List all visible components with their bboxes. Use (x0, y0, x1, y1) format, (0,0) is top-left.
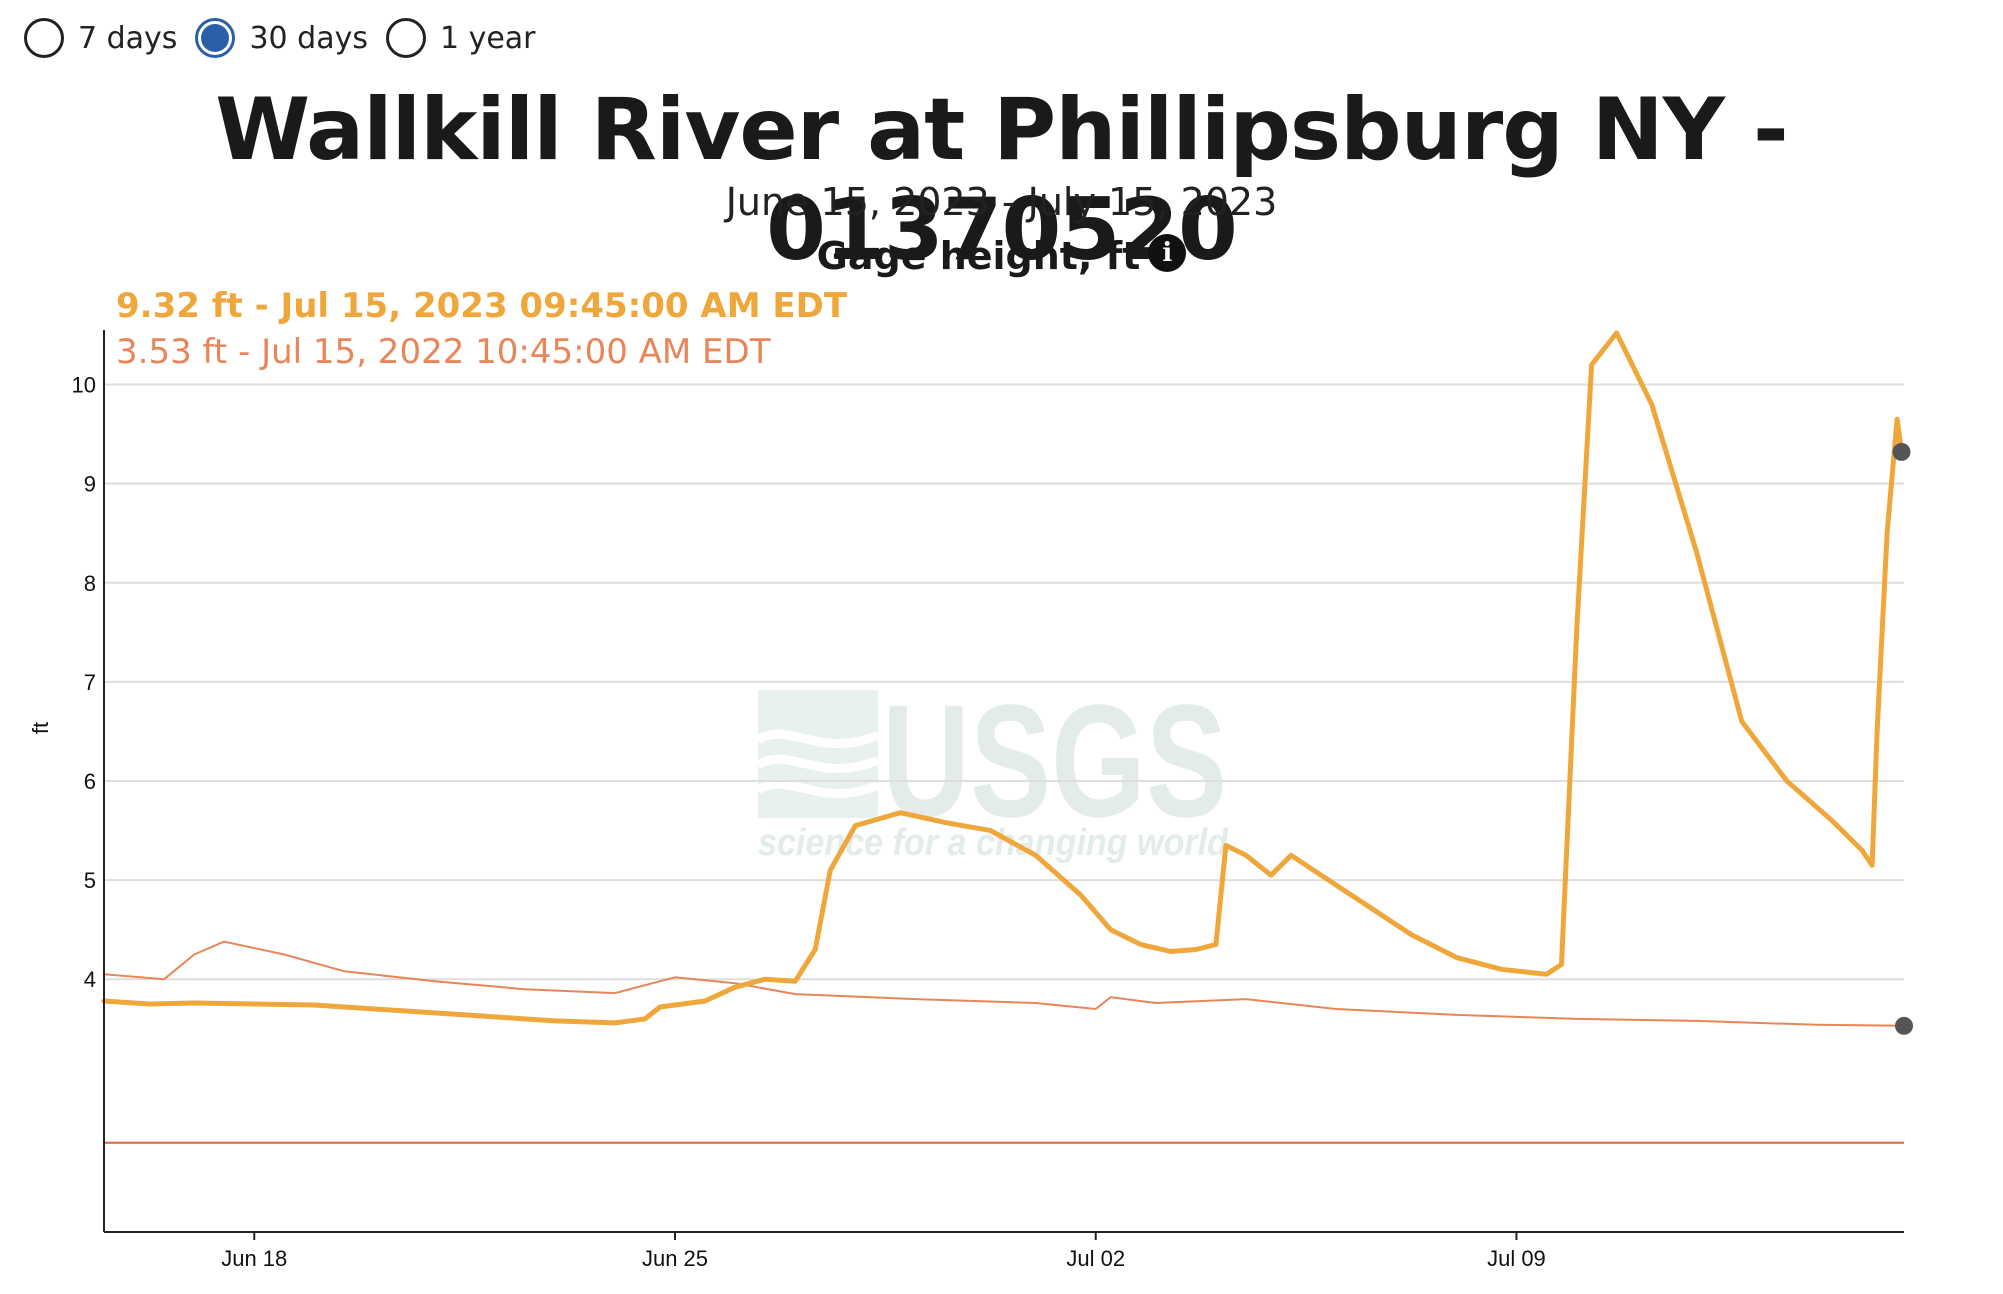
x-tick-label: Jun 25 (642, 1246, 708, 1271)
period-option-7-days[interactable]: 7 days (24, 18, 177, 58)
x-axis-ticks: Jun 18 Jun 25 Jul 02 Jul 09 (221, 1232, 1546, 1271)
y-tick-label: 8 (84, 571, 96, 596)
y-tick-label: 4 (84, 967, 96, 992)
current-reading: 9.32 ft - Jul 15, 2023 09:45:00 AM EDT (116, 286, 848, 326)
y-axis-label: ft (28, 722, 53, 734)
previous-year-series-line (103, 940, 1905, 1027)
axes (103, 330, 1904, 1233)
parameter-label: Gage height, ft (816, 234, 1141, 278)
period-label: 1 year (439, 20, 536, 56)
usgs-wave-logo (755, 690, 880, 818)
radio-button[interactable] (24, 18, 64, 58)
series-endpoints (1892, 442, 1913, 1035)
y-tick-label: 5 (84, 868, 96, 893)
period-option-1-year[interactable]: 1 year (385, 18, 536, 58)
info-icon[interactable]: i (1148, 234, 1187, 272)
usgs-watermark: USGS science for a changing world (755, 671, 1229, 864)
usgs-tagline: science for a changing world (758, 822, 1229, 864)
previous-year-reading: 3.53 ft - Jul 15, 2022 10:45:00 AM EDT (116, 332, 771, 372)
current-series-line (101, 330, 1904, 1026)
period-selector: 7 days 30 days 1 year (24, 12, 554, 64)
period-label: 30 days (249, 20, 368, 56)
radio-button[interactable] (385, 18, 426, 58)
y-axis-ticks: 4 5 6 7 8 9 10 (72, 373, 96, 993)
period-label: 7 days (78, 20, 178, 56)
date-range: June 15, 2023 - July 15, 2023 (725, 180, 1278, 224)
series-lines (101, 330, 1905, 1027)
y-tick-label: 10 (72, 373, 96, 398)
y-tick-label: 6 (84, 769, 96, 794)
x-tick-label: Jul 02 (1066, 1246, 1125, 1271)
x-tick-label: Jul 09 (1487, 1246, 1546, 1271)
previous-endpoint-marker (1895, 1016, 1913, 1035)
radio-button[interactable] (195, 18, 236, 58)
parameter-heading: Gage height, ft i (0, 234, 2003, 278)
gridlines (104, 383, 1904, 981)
x-tick-label: Jun 18 (221, 1246, 287, 1271)
current-endpoint-marker (1892, 442, 1911, 461)
period-option-30-days[interactable]: 30 days (195, 18, 368, 58)
y-tick-label: 7 (84, 670, 96, 695)
y-tick-label: 9 (84, 472, 96, 497)
